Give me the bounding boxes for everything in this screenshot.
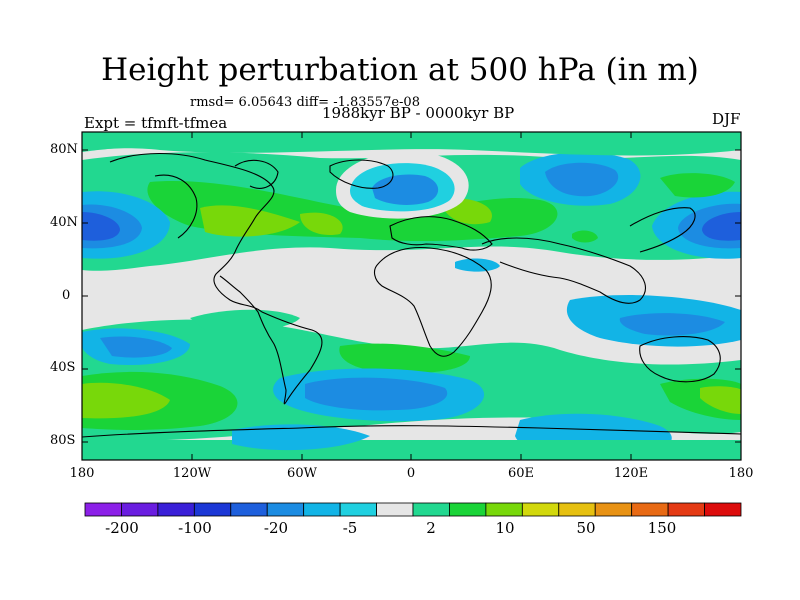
contour-sh-low-w-core (100, 336, 172, 358)
colorbar-swatch (376, 502, 414, 517)
mediterranean-coast (389, 216, 493, 251)
contour-nh-peak-c (300, 212, 343, 236)
contour-antarctic-low (232, 424, 370, 451)
experiment-label: Expt = tfmft-tfmea (84, 114, 228, 132)
contour-npac-east-deep (702, 212, 741, 241)
australia-coast (639, 336, 721, 383)
contour-sh-ind-yellow (700, 386, 741, 414)
colorbar-label: -100 (178, 519, 212, 537)
lat-label-40n: 40N (50, 215, 78, 230)
colorbar-label: 150 (647, 519, 677, 537)
season-label: DJF (712, 110, 741, 128)
colorbar-swatch (303, 502, 341, 517)
contour-sepac-green (190, 309, 300, 332)
axis-ticks (81, 132, 742, 460)
contour-sh-pac-yellow (82, 382, 170, 419)
lon-label-60w: 60W (287, 466, 317, 481)
colorbar-swatch (631, 502, 669, 517)
lat-label-0: 0 (62, 288, 71, 303)
contour-subtrop-low (455, 258, 500, 272)
contour-sh-low-c-core (305, 377, 448, 411)
lat-label-40s: 40S (50, 360, 76, 375)
contour-atlantic-core (372, 174, 439, 205)
colorbar-swatch (667, 502, 705, 517)
contour-nh-peak-w (200, 205, 300, 237)
colorbar (84, 502, 742, 517)
greenland-coast (234, 159, 279, 189)
contour-ind-core (619, 313, 725, 336)
contour-arctic (82, 132, 741, 156)
colorbar-label: -20 (263, 519, 289, 537)
plot-title: Height perturbation at 500 hPa (in m) (101, 52, 699, 88)
contour-subtrop-high (572, 230, 598, 243)
lon-label-180e: 180 (728, 466, 754, 481)
stats-line: rmsd= 6.05643 diff= -1.83557e-08 (190, 95, 420, 110)
period-label: 1988kyr BP - 0000kyr BP (322, 104, 515, 122)
colorbar-swatch (84, 502, 122, 517)
lon-label-60e: 60E (507, 466, 535, 481)
colorbar-swatch (266, 502, 305, 517)
colorbar-swatch (521, 502, 560, 517)
lon-label-0: 0 (406, 466, 416, 481)
north-america-coast (154, 174, 198, 239)
asia-coast (481, 237, 646, 304)
colorbar-label: 2 (426, 519, 436, 537)
east-asia-coast (629, 207, 696, 253)
contour-nwpac-green (660, 173, 735, 198)
lat-label-80s: 80S (50, 433, 76, 448)
colorbar-swatch (558, 502, 596, 517)
colorbar-swatch (230, 502, 268, 517)
colorbar-swatch (339, 502, 377, 517)
colorbar-swatch (157, 502, 195, 517)
colorbar-swatch (121, 502, 159, 517)
lon-label-120w: 120W (172, 466, 212, 481)
colorbar-label: -200 (105, 519, 139, 537)
colorbar-label: 50 (576, 519, 596, 537)
colorbar-swatch (449, 502, 487, 517)
lon-label-180w: 180 (69, 466, 95, 481)
colorbar-label: 10 (495, 519, 515, 537)
colorbar-label: -5 (342, 519, 358, 537)
colorbar-swatch (193, 502, 232, 517)
colorbar-swatch (594, 502, 633, 517)
contour-sh-atl-green (339, 343, 470, 374)
contour-asia-core (545, 162, 619, 197)
contour-npac-west-deep (82, 212, 120, 241)
colorbar-swatch (704, 502, 742, 517)
americas-coast (109, 152, 323, 405)
africa-coast (373, 246, 492, 357)
lon-label-120e: 120E (613, 466, 649, 481)
lat-label-80n: 80N (50, 142, 78, 157)
colorbar-swatch (412, 502, 450, 517)
antarctica-coast (82, 425, 741, 438)
colorbar-swatch (485, 502, 523, 517)
coastlines (82, 152, 741, 438)
contour-field (82, 132, 741, 460)
europe-north-coast (329, 159, 394, 189)
